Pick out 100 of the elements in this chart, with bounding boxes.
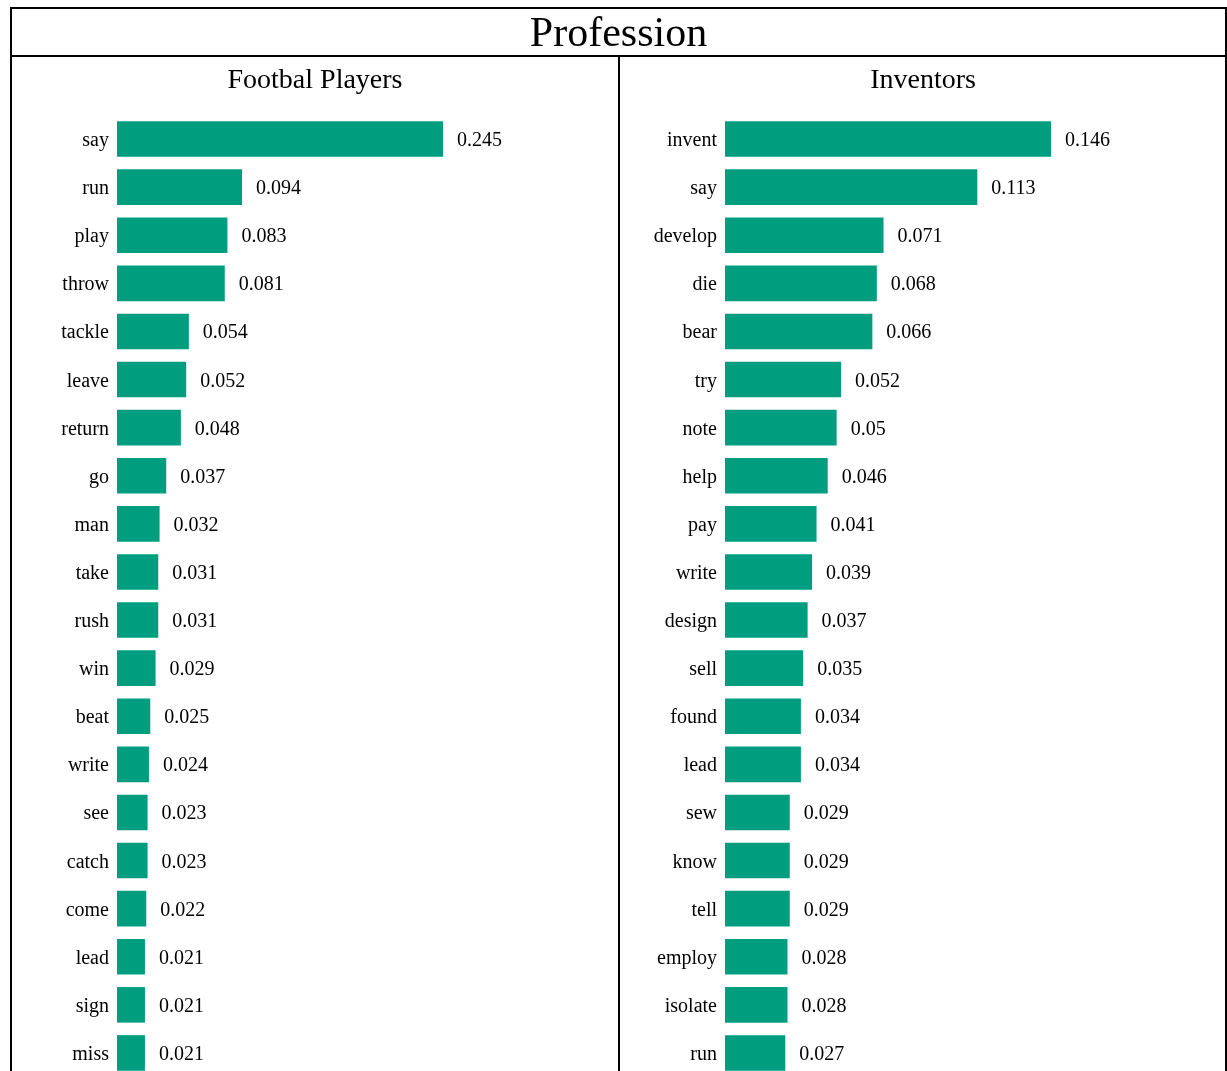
bar	[725, 602, 808, 638]
bar	[725, 987, 788, 1023]
bar	[725, 1035, 786, 1071]
y-tick-label: tackle	[61, 320, 110, 343]
bar	[117, 602, 159, 638]
y-tick-label: sell	[689, 657, 718, 680]
bar	[725, 169, 978, 205]
data-label: 0.052	[200, 368, 246, 391]
y-tick-label: take	[75, 560, 110, 583]
y-tick-label: lead	[75, 945, 109, 968]
y-tick-label: isolate	[664, 993, 718, 1016]
data-label: 0.245	[457, 128, 502, 151]
y-tick-label: return	[61, 416, 109, 439]
bar	[725, 265, 877, 302]
data-label: 0.021	[158, 1041, 204, 1064]
bar	[725, 409, 837, 446]
y-tick-label: run	[82, 176, 109, 199]
bar	[117, 409, 181, 446]
chart-title: Inventors	[870, 62, 976, 94]
bar	[725, 890, 790, 927]
data-label: 0.029	[803, 801, 849, 824]
data-label: 0.021	[158, 993, 204, 1016]
y-tick-label: rush	[74, 609, 109, 632]
y-tick-label: help	[682, 464, 717, 488]
bar	[725, 698, 801, 735]
bar	[117, 506, 160, 542]
y-tick-label: go	[89, 464, 109, 488]
bar	[117, 265, 225, 302]
data-label: 0.032	[173, 512, 219, 535]
bar	[725, 313, 873, 350]
y-tick-label: tell	[691, 897, 718, 920]
data-label: 0.035	[817, 657, 863, 680]
data-label: 0.022	[160, 897, 206, 920]
y-tick-label: die	[692, 272, 718, 295]
y-tick-label: invent	[667, 128, 718, 151]
data-label: 0.021	[158, 945, 204, 968]
bar	[117, 842, 148, 879]
data-label: 0.037	[180, 464, 226, 487]
bar	[117, 121, 443, 157]
data-label: 0.028	[801, 945, 847, 968]
data-label: 0.031	[172, 609, 218, 632]
data-label: 0.048	[194, 416, 240, 439]
bar	[117, 169, 243, 205]
data-label: 0.052	[855, 368, 901, 391]
y-tick-label: sew	[685, 801, 718, 824]
y-tick-label: leave	[66, 368, 110, 391]
y-tick-label: bear	[682, 320, 718, 343]
data-label: 0.037	[821, 609, 867, 632]
data-label: 0.068	[890, 272, 936, 295]
data-label: 0.024	[162, 753, 208, 776]
bar	[725, 217, 884, 254]
y-tick-label: note	[682, 416, 718, 439]
bar	[117, 987, 145, 1023]
data-label: 0.113	[991, 176, 1036, 199]
y-tick-label: found	[670, 705, 717, 728]
bar	[725, 938, 788, 975]
y-tick-label: come	[65, 897, 110, 920]
y-tick-label: develop	[653, 224, 717, 248]
bar	[117, 457, 167, 494]
data-label: 0.029	[803, 897, 849, 920]
bar	[117, 746, 149, 783]
data-label: 0.029	[169, 657, 215, 680]
data-label: 0.034	[814, 705, 860, 728]
y-tick-label: pay	[688, 512, 717, 536]
data-label: 0.034	[814, 753, 860, 776]
y-tick-label: write	[67, 753, 110, 776]
y-tick-label: play	[74, 224, 109, 248]
bar	[117, 217, 228, 254]
data-label: 0.081	[238, 272, 284, 295]
bar	[725, 842, 790, 879]
data-label: 0.046	[841, 464, 887, 487]
data-label: 0.027	[799, 1041, 845, 1064]
bar	[725, 554, 813, 590]
bar	[725, 121, 1051, 157]
y-tick-label: run	[690, 1041, 717, 1064]
bar	[117, 890, 147, 927]
data-label: 0.025	[164, 705, 210, 728]
bar	[117, 650, 156, 686]
y-tick-label: know	[672, 849, 718, 872]
bar	[117, 554, 159, 590]
bar	[117, 361, 187, 398]
data-label: 0.041	[830, 512, 876, 535]
y-tick-label: say	[690, 176, 717, 200]
data-label: 0.146	[1065, 128, 1110, 151]
y-tick-label: try	[694, 368, 717, 392]
bar	[117, 938, 145, 975]
data-label: 0.083	[241, 224, 287, 247]
bar	[725, 794, 790, 831]
y-tick-label: see	[83, 801, 110, 824]
data-label: 0.031	[172, 560, 218, 583]
data-label: 0.054	[202, 320, 248, 343]
y-tick-label: miss	[72, 1041, 110, 1064]
y-tick-label: catch	[66, 849, 109, 872]
bar	[117, 698, 151, 735]
y-tick-label: say	[82, 128, 109, 152]
bar	[117, 1035, 145, 1071]
y-tick-label: beat	[75, 705, 110, 728]
data-label: 0.023	[161, 801, 207, 824]
bar	[725, 746, 801, 783]
bar	[725, 650, 804, 686]
